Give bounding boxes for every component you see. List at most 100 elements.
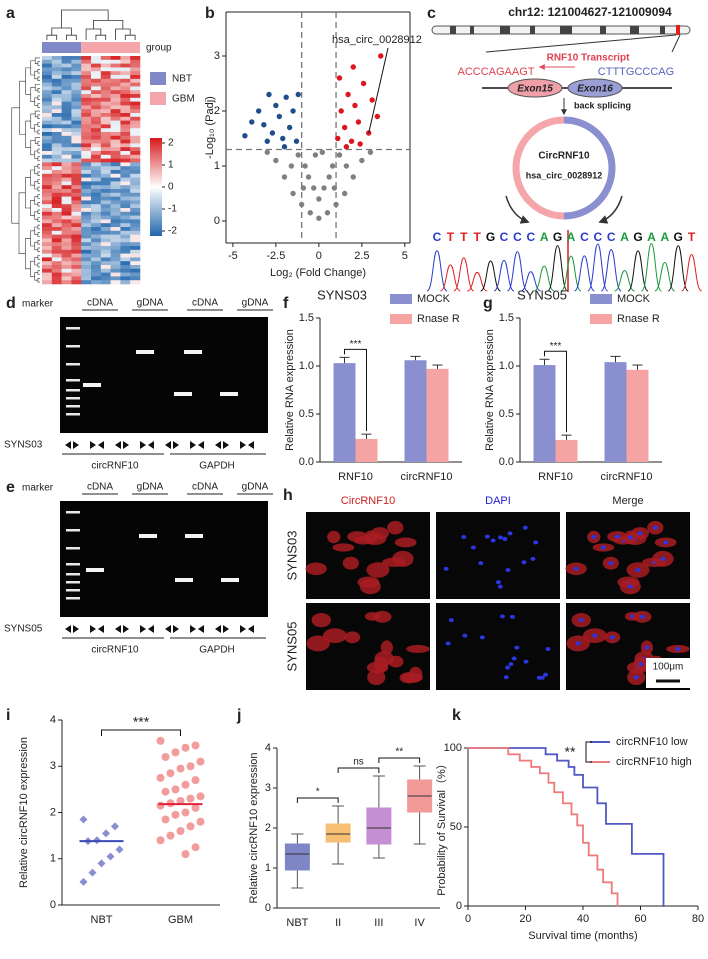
heatmap-cell xyxy=(81,109,92,114)
heatmap-cell xyxy=(61,219,72,224)
point xyxy=(345,91,351,98)
heatmap-cell xyxy=(100,86,111,91)
nucleus xyxy=(627,584,633,589)
sequence-letter: T xyxy=(688,230,696,244)
heatmap-cell xyxy=(91,192,102,197)
heatmap-cell xyxy=(81,59,92,64)
heatmap-cell xyxy=(91,124,102,129)
point xyxy=(329,163,336,169)
heatmap-cell xyxy=(42,109,53,114)
nucleus xyxy=(637,531,643,536)
heatmap-cell xyxy=(110,158,121,163)
sequence-letter: A xyxy=(540,230,549,244)
heatmap-cell xyxy=(42,158,53,163)
heatmap-cell xyxy=(81,177,92,182)
heatmap-cell xyxy=(81,196,92,201)
heatmap-cell xyxy=(71,276,82,281)
heatmap-cell xyxy=(120,211,131,216)
heatmap-cell xyxy=(71,170,82,175)
heatmap-cell xyxy=(130,173,141,178)
heatmap-cell xyxy=(61,200,72,205)
lane-label: gDNA xyxy=(137,298,164,309)
point xyxy=(290,190,296,197)
heatmap-cell xyxy=(42,219,53,224)
point xyxy=(335,135,341,142)
bar xyxy=(533,365,556,462)
heatmap-cell xyxy=(61,132,72,137)
heatmap-cell xyxy=(51,120,62,125)
nucleus xyxy=(592,633,598,638)
heatmap-cell xyxy=(110,246,121,251)
heatmap-cell xyxy=(110,196,121,201)
heatmap-cell xyxy=(91,196,102,201)
circ-arc xyxy=(563,116,616,220)
colorbar-label: 1 xyxy=(168,160,174,171)
point xyxy=(242,133,248,139)
heatmap-cell xyxy=(130,189,141,194)
nucleus xyxy=(478,561,484,566)
nucleus xyxy=(573,566,579,571)
heatmap-cell xyxy=(130,113,141,118)
point xyxy=(171,748,180,757)
heatmap-cell xyxy=(100,227,111,232)
heatmap-cell xyxy=(42,56,53,61)
nucleus xyxy=(633,675,639,680)
heatmap-cell xyxy=(130,56,141,61)
heatmap-cell xyxy=(100,109,111,114)
heatmap-cell xyxy=(91,154,102,159)
heatmap-cell xyxy=(100,101,111,106)
heatmap-cell xyxy=(110,280,121,285)
gel-band xyxy=(185,534,203,538)
cell xyxy=(408,666,423,683)
heatmap-cell xyxy=(42,101,53,106)
heatmap-cell xyxy=(81,151,92,156)
heatmap-cell xyxy=(110,75,121,80)
heatmap-cell xyxy=(42,204,53,209)
primer-icon xyxy=(190,625,204,633)
x-tick-label: -2.5 xyxy=(266,250,285,262)
dendrogram xyxy=(61,9,109,28)
point xyxy=(88,868,97,877)
x-tick-label: 0 xyxy=(316,250,322,262)
heatmap-cell xyxy=(91,238,102,243)
heatmap-cell xyxy=(61,139,72,144)
heatmap-cell xyxy=(51,158,62,163)
annotation-line xyxy=(368,47,389,134)
nucleus xyxy=(505,665,511,670)
heatmap-cell xyxy=(100,177,111,182)
heatmap-cell xyxy=(51,67,62,72)
heatmap-cell xyxy=(130,253,141,258)
primer-icon xyxy=(65,441,79,449)
bar xyxy=(333,363,356,462)
heatmap-cell xyxy=(100,162,111,167)
heatmap-cell xyxy=(51,154,62,159)
panel-label: g xyxy=(483,295,493,312)
heatmap-cell xyxy=(42,242,53,247)
heatmap-cell xyxy=(91,97,102,102)
heatmap-cell xyxy=(61,63,72,68)
y-tick-label: 0.5 xyxy=(499,408,514,420)
point xyxy=(281,144,288,150)
heatmap-cell xyxy=(110,147,121,152)
heatmap-cell xyxy=(51,208,62,213)
heatmap-cell xyxy=(61,196,72,201)
heatmap-cell xyxy=(51,86,62,91)
colorbar-label: 2 xyxy=(168,138,174,149)
dendrogram xyxy=(30,260,35,277)
heatmap-cell xyxy=(42,75,53,80)
point xyxy=(295,91,301,98)
heatmap-cell xyxy=(71,90,82,95)
nucleus xyxy=(660,556,666,561)
point xyxy=(374,113,381,120)
marker-label: marker xyxy=(22,299,54,310)
dendrogram xyxy=(85,28,102,40)
heatmap-cell xyxy=(130,265,141,270)
heatmap-cell xyxy=(120,238,131,243)
heatmap-cell xyxy=(51,257,62,262)
heatmap-cell xyxy=(100,276,111,281)
heatmap-cell xyxy=(61,67,72,72)
heatmap-cell xyxy=(110,272,121,277)
y-axis-label: Relative RNA expression xyxy=(484,329,496,451)
point xyxy=(161,753,170,761)
heatmap-cell xyxy=(130,154,141,159)
